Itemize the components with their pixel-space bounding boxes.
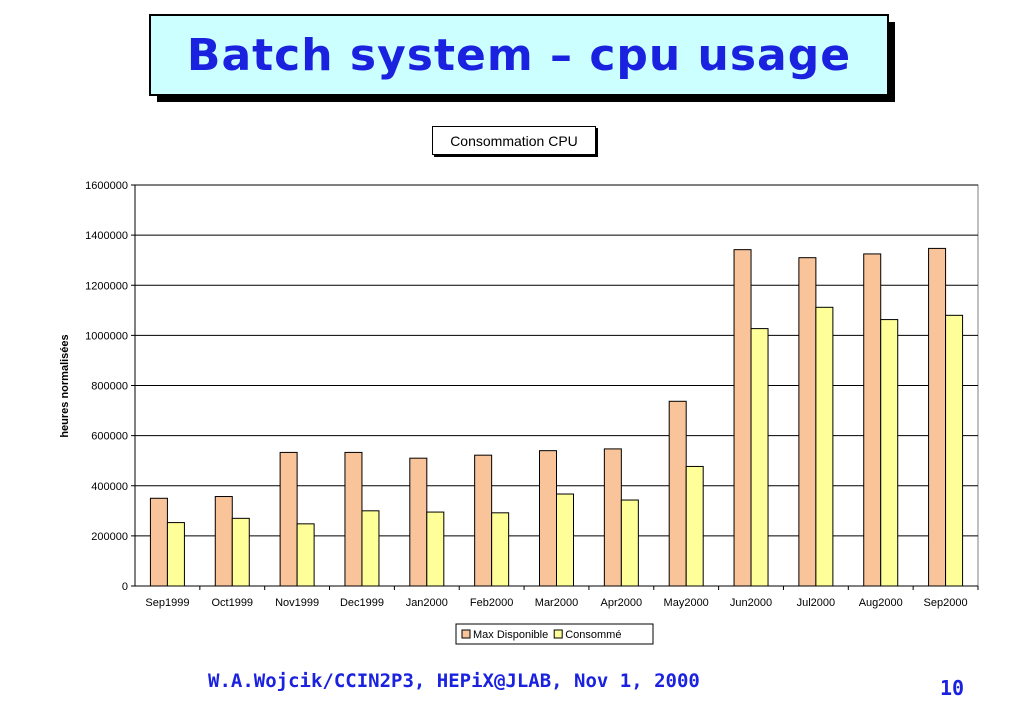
x-tick-label: Oct1999	[211, 597, 253, 609]
y-tick-label: 1400000	[85, 230, 128, 242]
bar-consomme	[491, 512, 510, 587]
bar-consomme	[620, 499, 639, 587]
bar-max-disponible	[409, 457, 428, 587]
bar-max-disponible	[344, 451, 363, 587]
x-tick-label: Feb2000	[470, 597, 513, 609]
bar-max-disponible	[214, 496, 233, 587]
bar-max-disponible	[603, 448, 622, 587]
y-tick-label: 800000	[91, 381, 128, 393]
bar-consomme	[750, 328, 769, 587]
slide-title: Batch system – cpu usage	[186, 29, 852, 81]
bar-consomme	[426, 511, 445, 587]
y-tick-label: 200000	[91, 531, 128, 543]
bar-max-disponible	[798, 257, 817, 587]
page-number: 10	[940, 676, 965, 700]
y-tick-label: 1000000	[85, 330, 128, 342]
title-box: Batch system – cpu usage	[149, 14, 889, 96]
cpu-bar-chart: 0 200000 400000 600000 800000 1000000 1200000 1…	[59, 180, 979, 645]
bar-max-disponible	[733, 249, 752, 587]
chart-title-box: Consommation CPU	[432, 126, 596, 155]
y-axis-label: heures normalisées	[59, 334, 71, 437]
y-tick-label: 1200000	[85, 280, 128, 292]
x-tick-label: Apr2000	[601, 597, 643, 609]
bar-consomme	[685, 465, 704, 587]
bar-max-disponible	[474, 454, 493, 587]
chart-title: Consommation CPU	[450, 132, 578, 149]
x-tick-label: Jan2000	[406, 597, 448, 609]
bar-max-disponible	[668, 400, 687, 587]
y-tick-label: 600000	[91, 431, 128, 443]
y-tick-label: 400000	[91, 481, 128, 493]
x-tick-label: Aug2000	[859, 597, 903, 609]
bar-consomme	[945, 314, 964, 587]
x-tick-label: Sep1999	[145, 597, 189, 609]
legend-label: Max Disponible	[473, 629, 548, 641]
legend-swatch	[553, 629, 563, 639]
axis-layer: 0 200000 400000 600000 800000 1000000 1200000 1…	[85, 180, 979, 609]
footer-text: W.A.Wojcik/CCIN2P3, HEPiX@JLAB, Nov 1, 2…	[208, 670, 700, 692]
legend-swatch	[461, 629, 471, 639]
x-tick-label: Dec1999	[340, 597, 384, 609]
bar-max-disponible	[928, 247, 947, 587]
x-tick-label: Sep2000	[924, 597, 968, 609]
x-tick-label: Mar2000	[535, 597, 578, 609]
bar-max-disponible	[863, 253, 882, 587]
bar-consomme	[815, 306, 834, 587]
bar-consomme	[296, 523, 315, 587]
bar-max-disponible	[149, 497, 168, 587]
y-tick-label: 0	[122, 581, 128, 593]
x-tick-label: Jun2000	[730, 597, 772, 609]
bar-max-disponible	[539, 450, 557, 587]
legend: Max Disponible Consommé	[455, 623, 654, 645]
bar-layer	[149, 247, 964, 587]
x-tick-label: May2000	[664, 597, 709, 609]
bar-consomme	[361, 510, 380, 587]
bar-consomme	[556, 493, 574, 587]
legend-label: Consommé	[565, 629, 621, 641]
bar-consomme	[231, 517, 250, 587]
bar-consomme	[166, 522, 185, 587]
bar-consomme	[880, 319, 899, 587]
y-tick-label: 1600000	[85, 180, 128, 192]
bar-max-disponible	[279, 451, 298, 587]
x-tick-label: Jul2000	[797, 597, 836, 609]
x-tick-label: Nov1999	[275, 597, 319, 609]
